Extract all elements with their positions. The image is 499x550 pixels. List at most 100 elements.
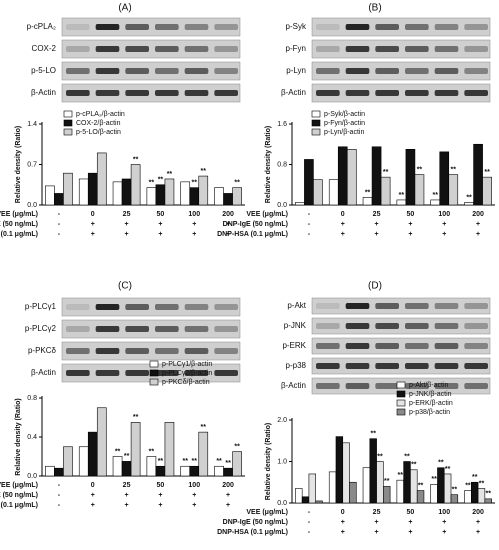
legend-label: p-PLCγ1/β-actin xyxy=(162,361,212,368)
significance: ** xyxy=(149,179,155,186)
bar xyxy=(112,181,123,206)
bar xyxy=(328,179,339,206)
blot-band xyxy=(95,326,120,332)
blot-band xyxy=(155,90,179,96)
treatment-sign: - xyxy=(58,492,61,499)
bar xyxy=(146,456,157,477)
y-tick-label: 0.0 xyxy=(277,202,287,209)
blot-label: p-p38 xyxy=(286,361,307,370)
blot-band xyxy=(375,46,399,52)
legend-label: p-Syk/β-actin xyxy=(324,111,365,118)
significance: ** xyxy=(192,458,198,465)
blot-band xyxy=(434,323,459,329)
blot-label: p-Akt xyxy=(287,301,306,310)
blot-band xyxy=(95,348,120,354)
bar xyxy=(155,465,166,477)
blot-band xyxy=(184,46,209,52)
blot-band xyxy=(66,68,90,74)
blot-strip xyxy=(311,357,491,375)
blot-band xyxy=(434,363,459,369)
bar xyxy=(295,202,305,206)
blot-label: β-Actin xyxy=(31,368,56,377)
blot-label: p-PLCγ2 xyxy=(25,324,57,333)
treatment-sign: + xyxy=(375,221,379,228)
legend-swatch xyxy=(396,408,406,416)
blot-strip xyxy=(61,17,241,37)
treatment-sign: + xyxy=(476,519,480,526)
treatment-sign: + xyxy=(158,502,162,509)
blot-band xyxy=(155,326,179,332)
bar xyxy=(301,496,310,504)
blot-band xyxy=(125,348,149,354)
blot-band xyxy=(434,383,459,389)
treatment-sign: - xyxy=(308,221,311,228)
significance: ** xyxy=(418,482,424,489)
bar xyxy=(430,199,441,206)
treatment-sign: + xyxy=(226,492,230,499)
y-tick-label: 0.0 xyxy=(27,202,37,209)
legend-swatch xyxy=(63,128,73,136)
blot-band xyxy=(375,303,399,309)
blot-strip xyxy=(311,17,491,37)
blot-band xyxy=(405,68,429,74)
treatment-sign: + xyxy=(375,231,379,238)
blot-label: p-Lyn xyxy=(286,66,306,75)
bar xyxy=(232,451,242,477)
bar xyxy=(78,446,89,477)
blot-band xyxy=(345,68,370,74)
legend-swatch xyxy=(396,390,406,398)
blot-band xyxy=(375,68,399,74)
treatment-sign: + xyxy=(375,529,379,536)
blot-band xyxy=(125,46,149,52)
x-tick-label: 0 xyxy=(91,211,95,218)
y-tick-label: 0.8 xyxy=(277,161,287,168)
blot-band xyxy=(434,46,459,52)
blot-band xyxy=(375,323,399,329)
blot-strip xyxy=(311,337,491,355)
bar xyxy=(342,442,350,504)
blot-band xyxy=(66,348,90,354)
bar xyxy=(371,146,382,206)
blot-band xyxy=(184,326,209,332)
significance: ** xyxy=(201,168,207,175)
significance: ** xyxy=(158,177,164,184)
blot-band xyxy=(155,348,179,354)
bar xyxy=(346,149,357,206)
bar xyxy=(304,159,314,206)
significance: ** xyxy=(216,458,222,465)
bar xyxy=(313,179,323,206)
x-tick-label: 0 xyxy=(91,482,95,489)
blot-label: p-cPLA₂ xyxy=(27,22,56,31)
significance: ** xyxy=(225,460,231,467)
blot-strip xyxy=(311,83,491,103)
x-tick-label: 50 xyxy=(157,482,165,489)
bar xyxy=(96,152,107,206)
bar xyxy=(335,436,344,504)
bar xyxy=(437,467,445,504)
blot-band xyxy=(345,343,370,349)
treatment-sign: + xyxy=(125,231,129,238)
x-tick-label: 50 xyxy=(407,509,415,516)
panel-label: (C) xyxy=(118,281,132,292)
x-tick-label: 200 xyxy=(472,509,484,516)
treatment-sign: - xyxy=(308,519,311,526)
significance: ** xyxy=(445,466,451,473)
bar xyxy=(295,488,303,504)
blot-band xyxy=(316,68,340,74)
y-axis-label: Relative density (Ratio) xyxy=(265,423,272,500)
blot-band xyxy=(405,303,429,309)
significance: ** xyxy=(452,487,458,494)
treatment-sign: + xyxy=(91,502,95,509)
treatment-sign: + xyxy=(476,529,480,536)
bar xyxy=(315,500,323,504)
treatment-sign: + xyxy=(442,529,446,536)
bar xyxy=(396,479,404,504)
legend-swatch xyxy=(149,378,159,386)
legend-label: p-p38/β-actin xyxy=(409,409,450,416)
legend-label: p-ERK/β-actin xyxy=(409,400,453,407)
x-tick-label: 100 xyxy=(188,211,200,218)
treatment-sign: + xyxy=(91,221,95,228)
treatment-sign: + xyxy=(158,221,162,228)
blot-band xyxy=(214,68,238,74)
